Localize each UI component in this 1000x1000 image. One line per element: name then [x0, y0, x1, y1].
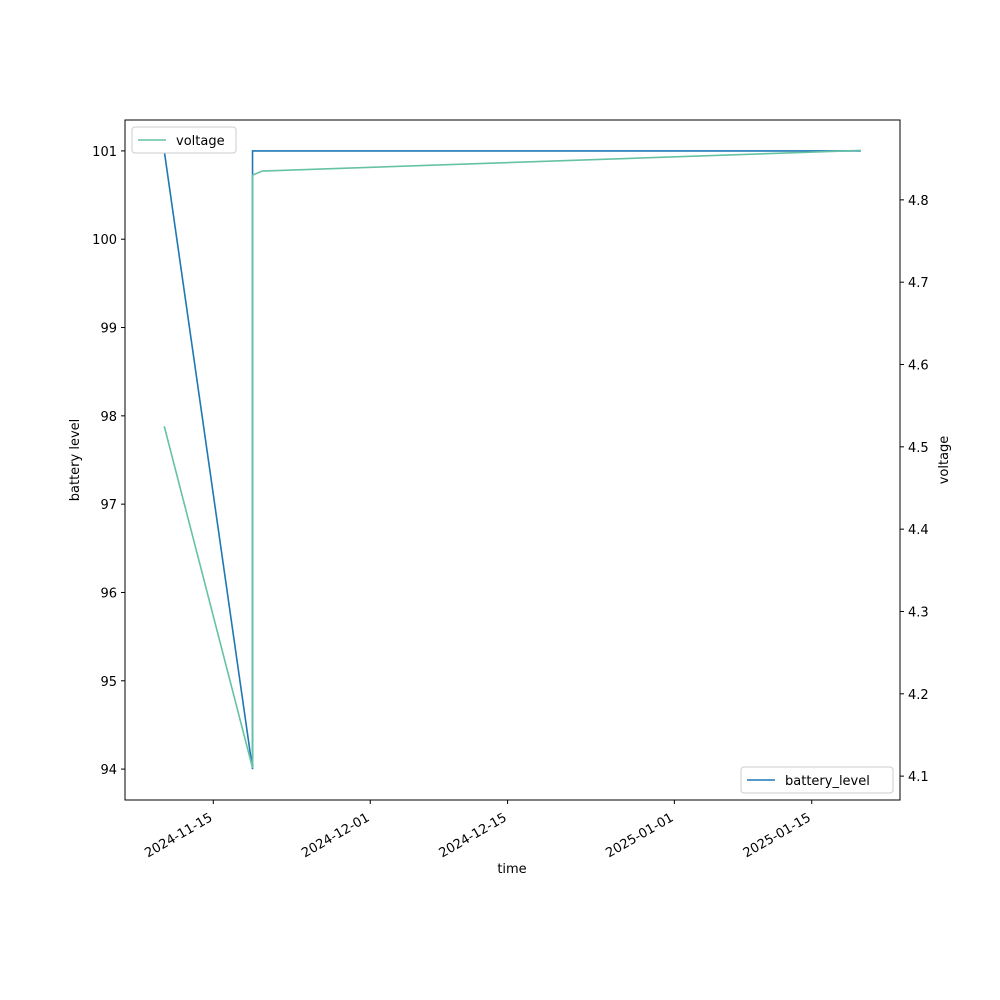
x-tick-label: 2024-12-01: [299, 810, 372, 861]
y2-tick-label: 4.1: [908, 770, 929, 785]
y-tick-label: 98: [100, 410, 117, 425]
x-axis-label: time: [497, 862, 526, 877]
y2-tick-label: 4.2: [908, 688, 929, 703]
x-tick-label: 2025-01-01: [603, 810, 676, 861]
y-tick-label: 101: [92, 145, 117, 160]
legend-label: voltage: [176, 134, 225, 149]
y2-tick-label: 4.4: [908, 523, 929, 538]
y-axis-label: battery level: [68, 419, 83, 502]
y-tick-label: 95: [100, 675, 117, 690]
legend-box: [131, 126, 237, 154]
plot-frame: [124, 119, 901, 801]
y-tick-label: 97: [100, 498, 117, 513]
y-tick-label: 96: [100, 586, 117, 601]
y2-tick-label: 4.7: [908, 276, 929, 291]
y2-axis-label: voltage: [937, 436, 952, 485]
series-line: [163, 150, 861, 770]
y2-tick-label: 4.6: [908, 359, 929, 374]
x-tick-label: 2024-11-15: [142, 810, 215, 861]
y2-tick-label: 4.3: [908, 605, 929, 620]
y2-tick-label: 4.5: [908, 441, 929, 456]
x-tick-label: 2025-01-15: [741, 810, 814, 861]
legend-label: battery_level: [785, 774, 870, 789]
y-tick-label: 94: [100, 763, 117, 778]
x-tick-label: 2024-12-15: [437, 810, 510, 861]
y2-tick-label: 4.8: [908, 194, 929, 209]
y-tick-label: 100: [92, 233, 117, 248]
legend-box: [740, 766, 894, 794]
y-tick-label: 99: [100, 322, 117, 337]
series-line: [163, 149, 861, 769]
